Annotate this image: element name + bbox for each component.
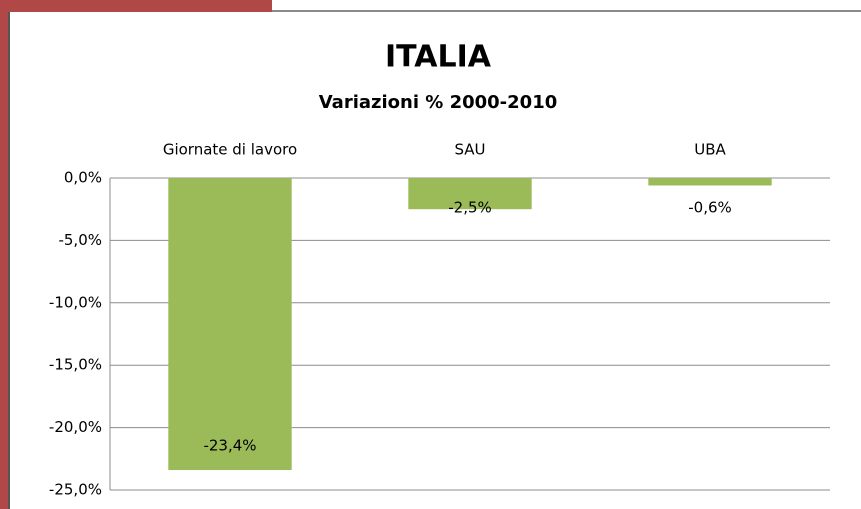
- value-label: -2,5%: [448, 199, 492, 217]
- x-tick-label: UBA: [694, 141, 726, 159]
- y-tick-label: -5,0%: [58, 231, 102, 249]
- chart-title: ITALIA: [385, 40, 492, 75]
- value-label: -23,4%: [203, 437, 256, 455]
- frame-top: [0, 0, 272, 12]
- y-tick-label: -20,0%: [49, 418, 102, 436]
- y-tick-label: 0,0%: [64, 169, 102, 187]
- y-tick-label: -10,0%: [49, 293, 102, 311]
- x-tick-label: SAU: [454, 141, 485, 159]
- y-tick-label: -15,0%: [49, 356, 102, 374]
- frame-left: [0, 0, 8, 509]
- bar: [168, 178, 292, 471]
- bar: [408, 178, 532, 210]
- bar: [648, 178, 772, 186]
- chart-subtitle: Variazioni % 2000-2010: [319, 92, 558, 113]
- x-tick-label: Giornate di lavoro: [163, 141, 297, 159]
- y-tick-label: -25,0%: [49, 481, 102, 499]
- value-label: -0,6%: [688, 199, 732, 217]
